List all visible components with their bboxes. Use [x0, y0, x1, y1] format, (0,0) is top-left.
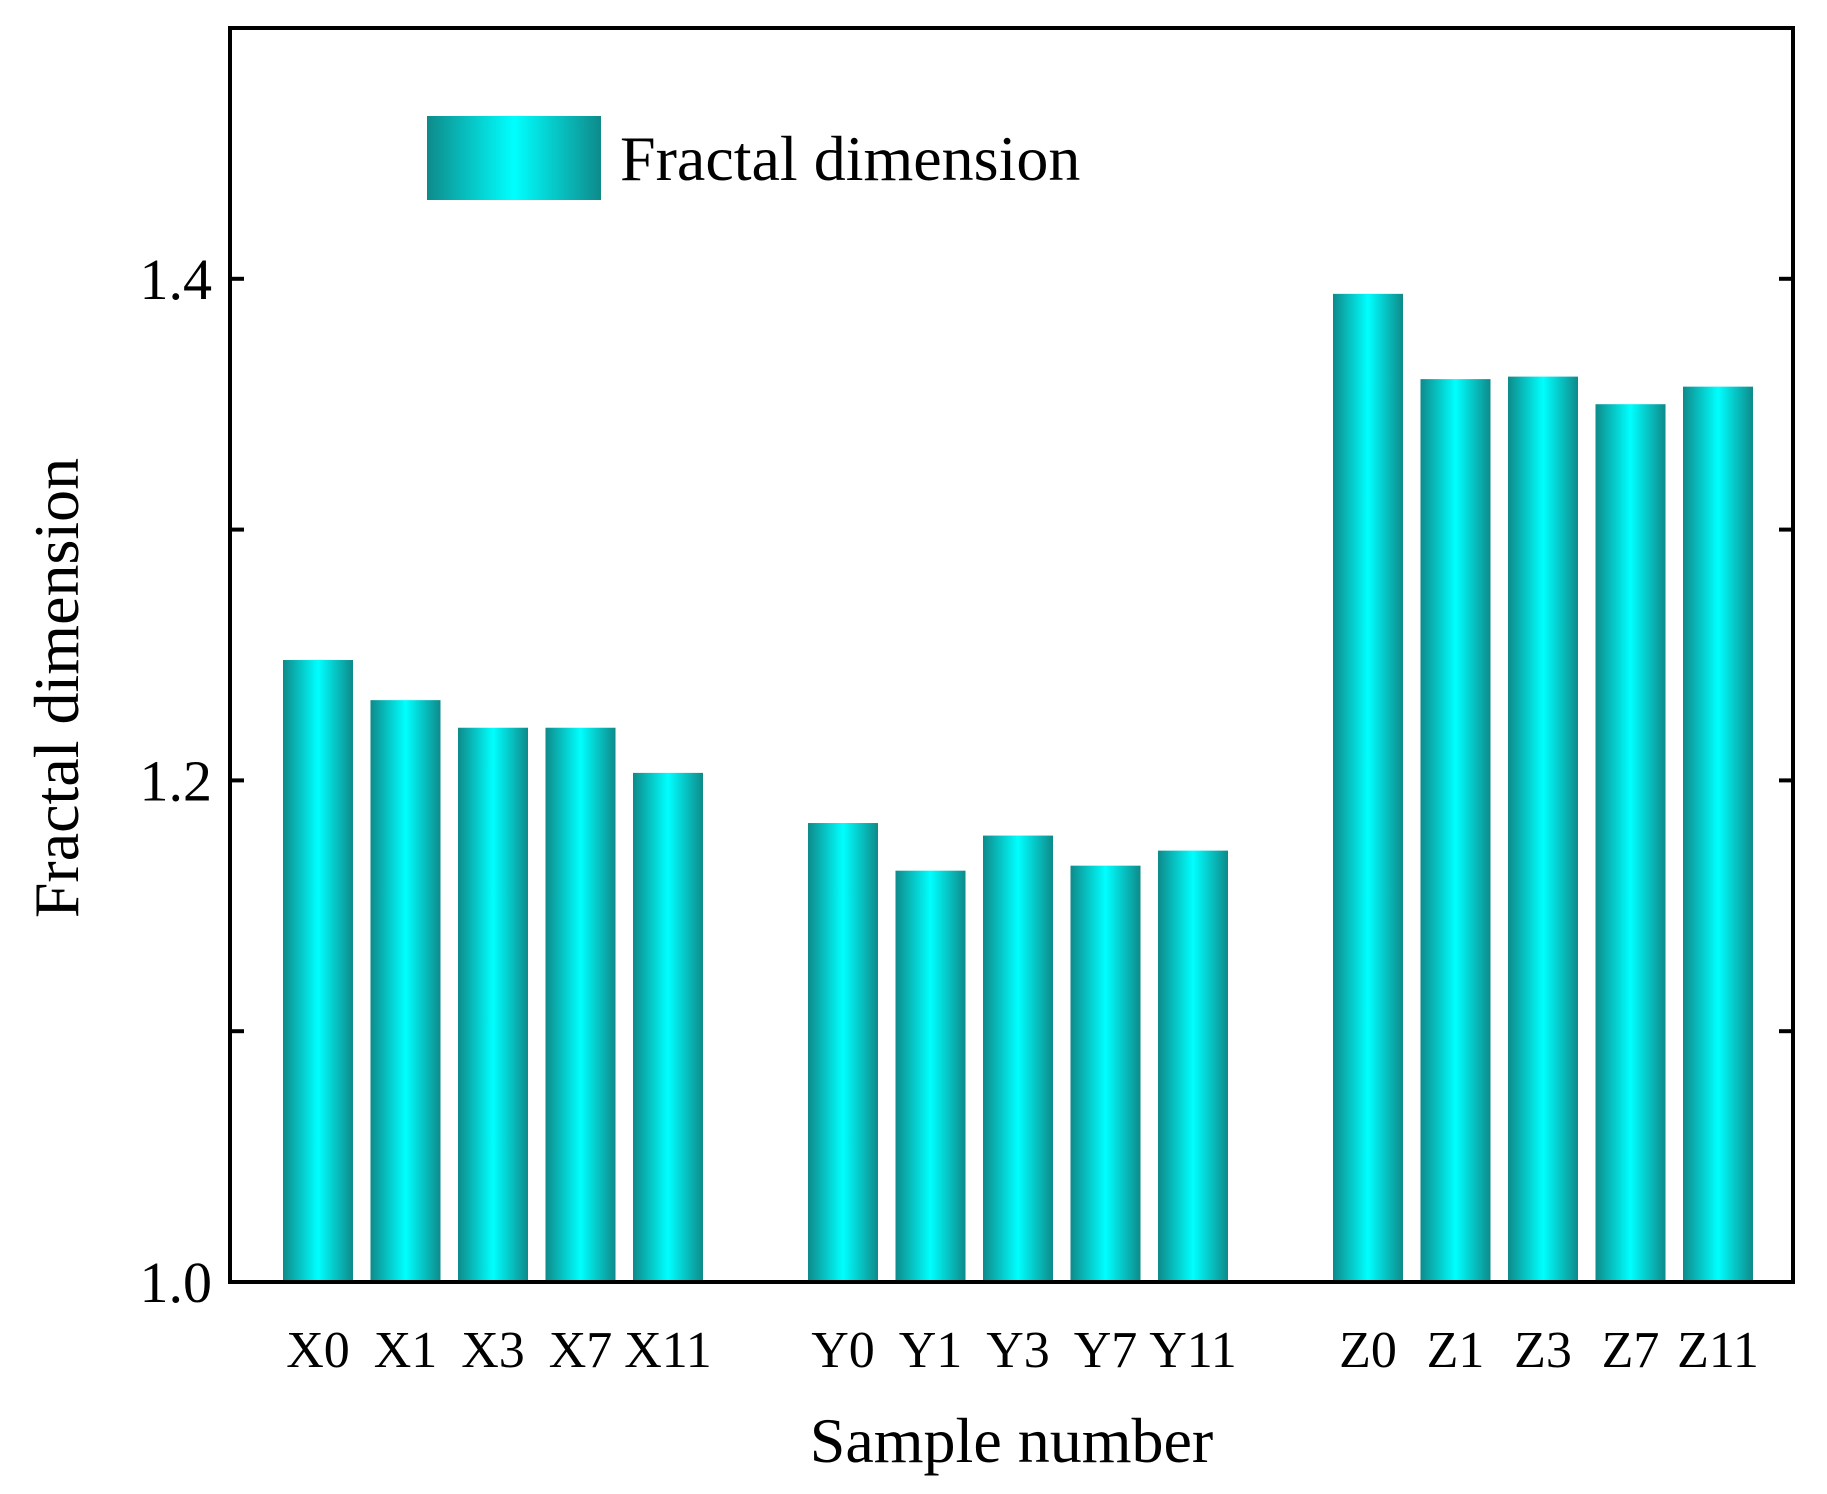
y-tick-label: 1.2	[140, 748, 213, 813]
x-tick-label: Y3	[986, 1322, 1050, 1379]
x-axis-title: Sample number	[810, 1405, 1213, 1476]
y-tick-label: 1.0	[140, 1250, 213, 1315]
bar-x0	[283, 660, 353, 1282]
bar-y3	[983, 835, 1053, 1282]
x-tick-label: Z3	[1514, 1322, 1572, 1379]
x-tick-label: Z0	[1339, 1322, 1397, 1379]
bar-x7	[545, 727, 616, 1282]
bar-x3	[458, 727, 528, 1282]
x-tick-label: Z11	[1677, 1322, 1759, 1379]
x-tick-label: Y1	[899, 1322, 963, 1379]
x-tick-label: X3	[461, 1322, 525, 1379]
bar-z11	[1683, 386, 1753, 1282]
x-tick-label: Y11	[1149, 1322, 1237, 1379]
bar-x11	[633, 772, 703, 1282]
bar-z1	[1420, 379, 1491, 1282]
bar-y1	[895, 870, 966, 1282]
x-tick-label: X11	[624, 1322, 712, 1379]
bar-y0	[808, 823, 878, 1282]
labels-layer: X0 X1 X3 X7 X11 Y0 Y1 Y3 Y7 Y11 Z0 Z1 Z3 Z7 Z11 1.0 1.2 1…	[140, 247, 1759, 1379]
x-tick-label: Y0	[811, 1322, 875, 1379]
y-tick-label: 1.4	[140, 247, 213, 312]
legend: Fractal dimension	[427, 116, 1080, 200]
x-tick-label: Z1	[1427, 1322, 1485, 1379]
bar-y7	[1070, 865, 1141, 1282]
bar-z3	[1508, 376, 1578, 1282]
legend-swatch	[427, 116, 601, 200]
x-tick-label: Z7	[1602, 1322, 1660, 1379]
bars-layer	[283, 293, 1753, 1282]
x-tick-label: X1	[374, 1322, 438, 1379]
y-axis-title: Fractal dimension	[21, 458, 92, 918]
bar-y11	[1158, 850, 1228, 1282]
axes-layer	[228, 26, 1795, 1284]
x-tick-label: X7	[549, 1322, 613, 1379]
bar-z7	[1595, 404, 1666, 1282]
bar-z0	[1333, 293, 1403, 1282]
legend-label: Fractal dimension	[620, 123, 1080, 194]
x-tick-label: X0	[286, 1322, 350, 1379]
bar-x1	[370, 700, 441, 1282]
x-tick-label: Y7	[1074, 1322, 1138, 1379]
plot-frame	[228, 26, 1795, 1284]
